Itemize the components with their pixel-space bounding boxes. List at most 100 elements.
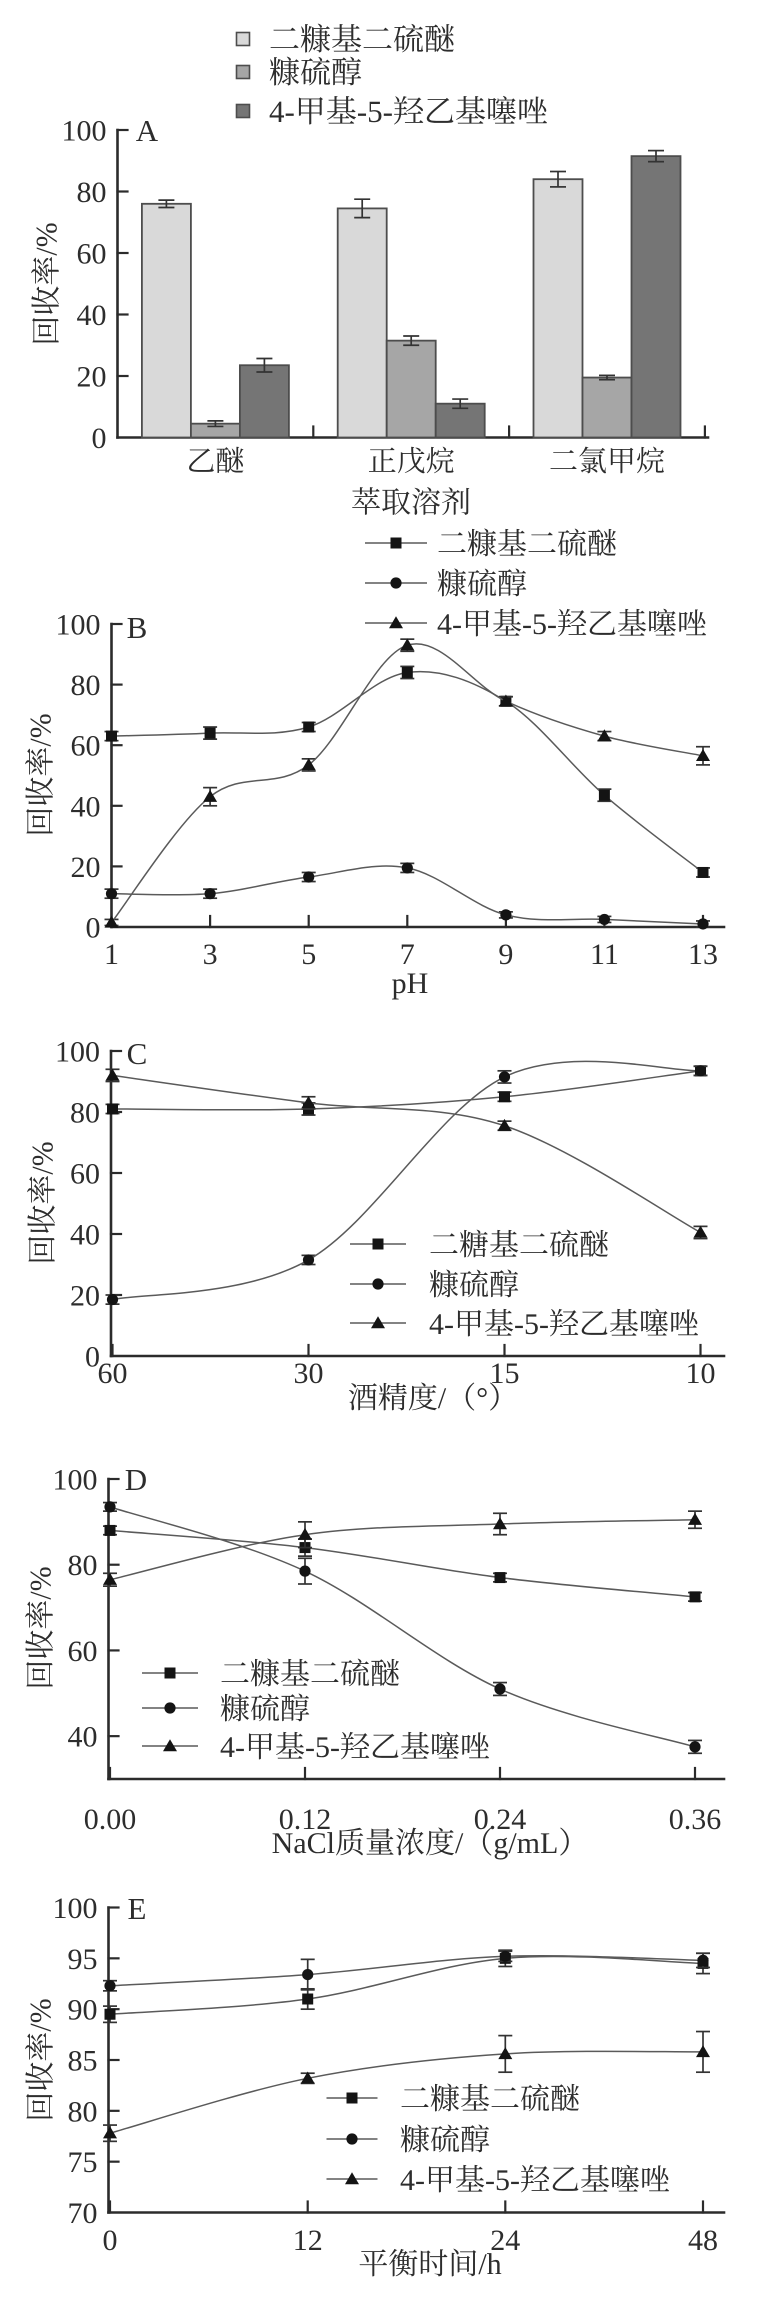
series-furfuryl-mercaptan	[103, 1501, 702, 1755]
marker-circle	[204, 888, 216, 900]
marker-triangle	[103, 2126, 117, 2139]
legend-marker-circle	[346, 2133, 358, 2145]
glyph-硫	[557, 528, 587, 557]
marker-triangle	[693, 1225, 708, 1238]
glyph-间	[451, 2248, 477, 2277]
marker-square	[302, 1993, 314, 2005]
glyph-基	[281, 1658, 310, 1686]
glyph-硫	[393, 23, 424, 53]
legend-label	[269, 95, 548, 125]
error-bar	[452, 398, 469, 410]
glyph-基	[461, 2083, 490, 2111]
glyph-二	[430, 1233, 458, 1253]
glyph--	[486, 2181, 494, 2185]
y-tick-label: 70	[68, 2197, 98, 2230]
y-tick-label: 80	[68, 2095, 98, 2128]
glyph-醚	[580, 1229, 609, 1258]
x-tick-label: 13	[688, 938, 718, 971]
legend-entry	[142, 1658, 400, 1687]
legend-label	[400, 2164, 670, 2193]
panel-e: 70 75 80 85 90 95 100 E 0 12 24 48	[25, 1891, 726, 2277]
legend-entry	[365, 528, 617, 557]
legend-b	[365, 528, 707, 637]
panel-c: 0 20 40 60 80 100 C 60 30 15 10	[27, 1036, 726, 1411]
glyph-基	[610, 1308, 639, 1336]
panel-d: 40 60 80 100 D 0.00 0.12 0.24 0.36	[25, 1462, 726, 1860]
glyph-噻	[641, 1308, 668, 1336]
glyph-二	[221, 1662, 249, 1682]
glyph-取	[382, 488, 411, 515]
legend-label	[437, 568, 527, 597]
glyph-硫	[549, 1229, 579, 1258]
axes-d	[107, 1477, 726, 1781]
glyph-a	[294, 1838, 307, 1854]
y-tick-label: 60	[71, 730, 101, 763]
glyph-C	[307, 1833, 325, 1854]
x-axis-title: pH	[392, 967, 429, 1000]
glyph-N	[272, 1833, 293, 1853]
glyph-萃	[352, 487, 380, 515]
glyph-醇	[332, 56, 362, 86]
legend-marker-circle	[390, 577, 402, 589]
glyph-醇	[498, 568, 527, 597]
marker-circle	[401, 862, 413, 874]
glyph-唑	[671, 1309, 699, 1336]
y-tick-label: 80	[68, 1549, 98, 1582]
y-tick-label: 40	[71, 790, 101, 823]
legend-entry	[235, 56, 362, 86]
series-methyl-hydroxyethyl-thiazole	[103, 2030, 710, 2143]
legend-a	[235, 23, 548, 125]
marker-circle	[303, 871, 315, 883]
x-tick-label: 5	[301, 938, 316, 971]
marker-square	[104, 2008, 116, 2020]
glyph-噻	[488, 95, 516, 124]
legend-marker-square	[346, 2092, 358, 2104]
marker-triangle	[597, 729, 612, 742]
glyph-氯	[579, 446, 606, 474]
legend-label	[270, 23, 455, 53]
marker-triangle	[497, 1118, 512, 1131]
legend-label	[220, 1693, 310, 1722]
marker-circle	[697, 918, 709, 930]
glyph-溶	[412, 487, 441, 515]
glyph-糠	[437, 568, 467, 597]
bar	[581, 376, 633, 439]
glyph--	[453, 625, 461, 629]
series-line	[112, 1060, 701, 1301]
y-tick-label: 40	[77, 299, 107, 332]
glyph-/	[32, 1166, 53, 1175]
error-bar	[207, 420, 224, 428]
marker-circle	[104, 1501, 116, 1513]
marker-triangle	[203, 789, 218, 802]
y-tick-label: 85	[68, 2045, 98, 2078]
glyph-收	[25, 2062, 53, 2090]
legend-marker-square	[372, 1238, 384, 1250]
glyph-唑	[642, 2165, 670, 2192]
glyph-基	[581, 2164, 610, 2192]
x-tick-label: 11	[590, 938, 619, 971]
glyph-g	[494, 1837, 508, 1860]
legend-label	[220, 1731, 490, 1760]
legend-entry	[350, 1269, 519, 1298]
legend-label	[430, 1229, 609, 1258]
series-furfuryl-mercaptan	[103, 1950, 710, 1992]
marker-triangle	[688, 1512, 702, 1525]
error-bar	[256, 357, 273, 373]
legend-swatch	[235, 64, 251, 80]
bar	[532, 178, 584, 439]
marker-circle	[689, 1741, 701, 1753]
legend-entry	[142, 1693, 310, 1722]
marker-square	[204, 727, 216, 739]
x-tick-label: 60	[98, 1357, 128, 1390]
x-category-label	[368, 446, 454, 474]
series-difurfuryl-disulfide	[103, 1949, 710, 2024]
glyph-回	[32, 317, 59, 343]
series-furfuryl-mercaptan	[105, 1060, 708, 1306]
x-tick-label: 30	[294, 1357, 324, 1390]
legend-swatch	[235, 103, 251, 119]
legend-marker-triangle	[345, 2172, 359, 2185]
bar-series-2	[238, 149, 682, 439]
glyph-5	[496, 2170, 509, 2191]
